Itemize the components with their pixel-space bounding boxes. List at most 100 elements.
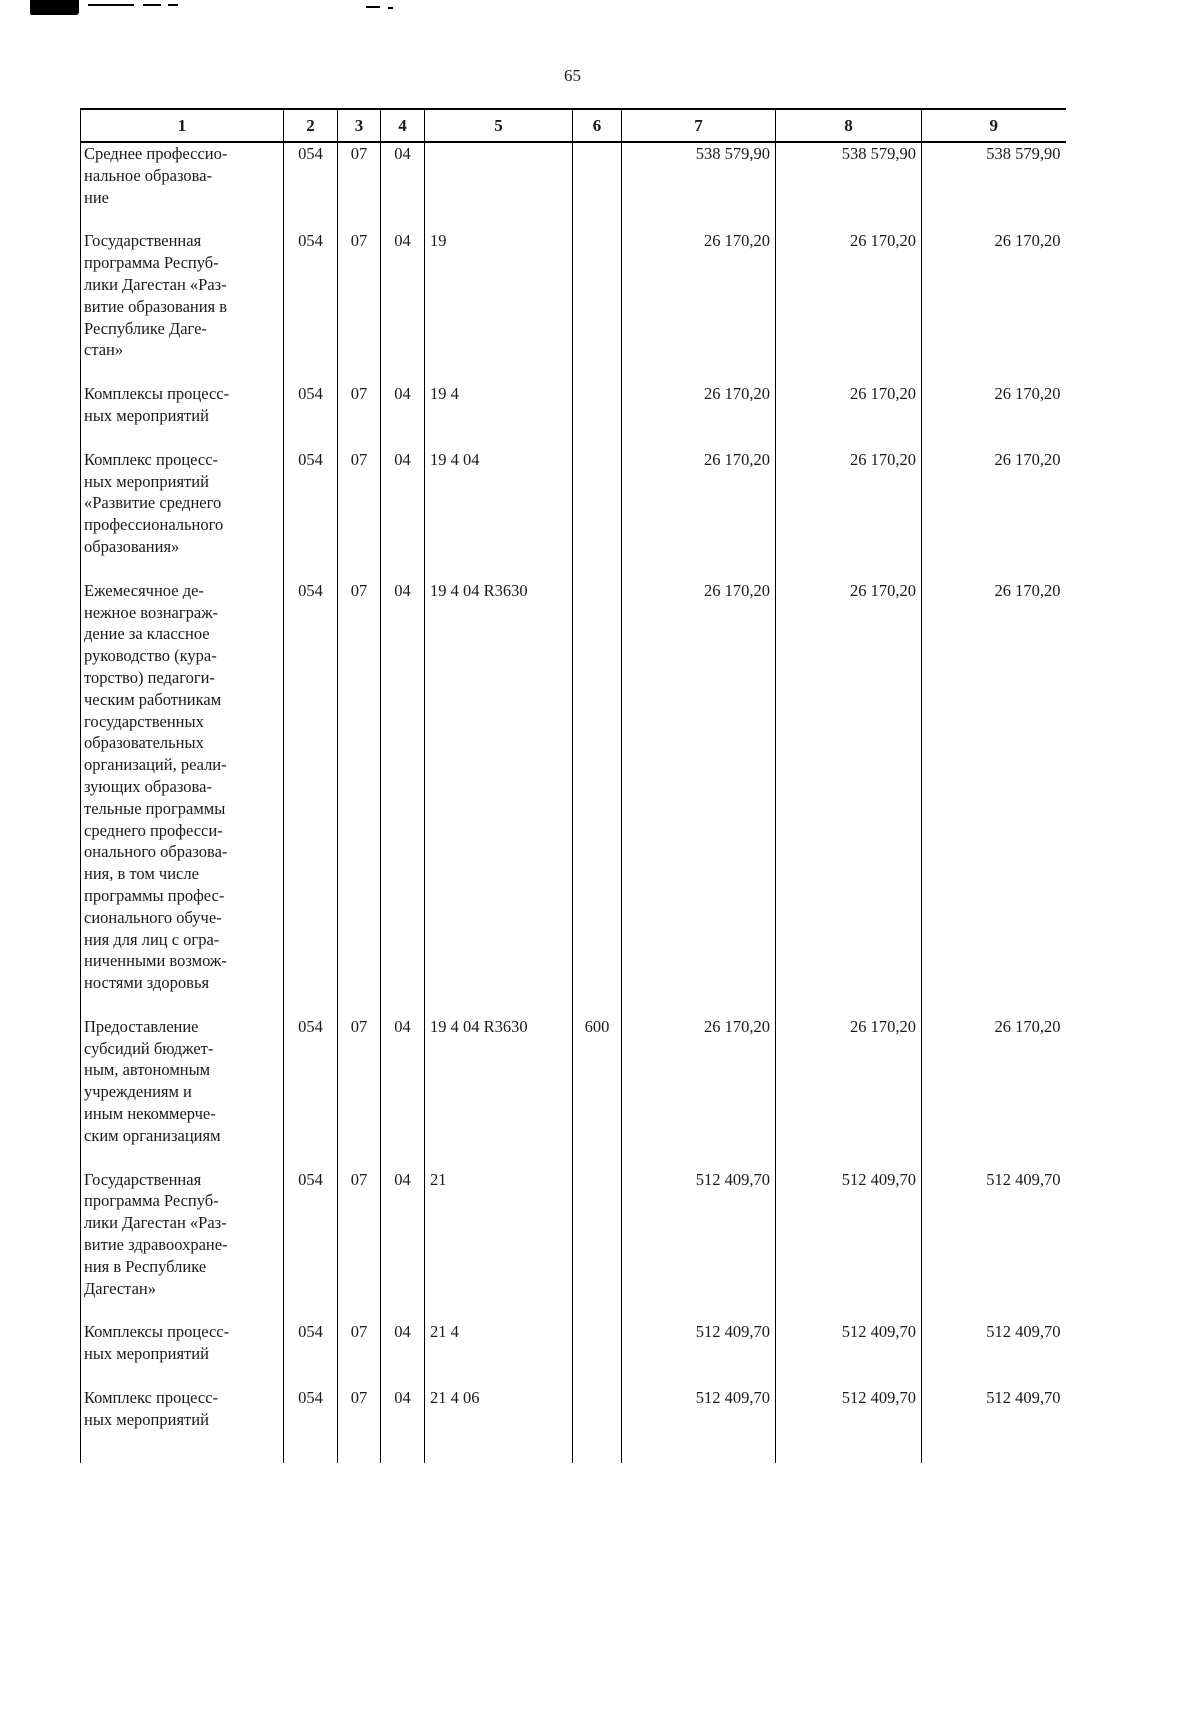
table-row: Среднее профессио- нальное образова- ние… <box>80 142 1066 231</box>
cell-expense-type-code <box>572 383 622 449</box>
cell-target-article-code: 21 4 06 <box>424 1387 573 1463</box>
column-header: 9 <box>921 108 1066 143</box>
table-row: Комплекс процесс- ных мероприятий «Разви… <box>80 448 1066 580</box>
cell-amount: 512 409,70 <box>775 1168 922 1322</box>
cell-name: Государственная программа Респуб- лики Д… <box>80 230 284 384</box>
cell-expense-type-code <box>572 230 622 384</box>
table-row: Комплексы процесс- ных мероприятий 054 07 0… <box>80 383 1066 449</box>
scan-artifact-dash <box>388 7 393 9</box>
cell-subsection-code: 04 <box>380 383 425 449</box>
table-row: Ежемесячное де- нежное вознаграж- дение … <box>80 579 1066 1016</box>
cell-section-code: 07 <box>337 1168 381 1322</box>
column-header: 4 <box>380 108 425 143</box>
cell-name: Комплексы процесс- ных мероприятий <box>80 1321 284 1388</box>
cell-target-article-code: 21 <box>424 1168 573 1322</box>
scan-artifact-corner <box>30 0 79 15</box>
cell-subsection-code: 04 <box>380 579 425 1016</box>
cell-name: Комплекс процесс- ных мероприятий <box>80 1387 284 1463</box>
cell-subsection-code: 04 <box>380 1015 425 1169</box>
column-header: 5 <box>424 108 573 143</box>
cell-section-code: 07 <box>337 142 381 231</box>
cell-subsection-code: 04 <box>380 448 425 580</box>
cell-target-article-code: 19 4 04 R3630 <box>424 1015 573 1169</box>
cell-subsection-code: 04 <box>380 1387 425 1463</box>
cell-amount: 512 409,70 <box>775 1387 922 1463</box>
table-row: Комплекс процесс- ных мероприятий 054 07 04… <box>80 1387 1066 1463</box>
cell-target-article-code: 19 <box>424 230 573 384</box>
cell-grbs-code: 054 <box>283 579 338 1016</box>
cell-amount: 26 170,20 <box>621 448 776 580</box>
cell-section-code: 07 <box>337 579 381 1016</box>
cell-grbs-code: 054 <box>283 383 338 449</box>
cell-amount: 538 579,90 <box>621 142 776 231</box>
cell-section-code: 07 <box>337 448 381 580</box>
cell-name: Ежемесячное де- нежное вознаграж- дение … <box>80 579 284 1016</box>
cell-amount: 512 409,70 <box>621 1387 776 1463</box>
cell-subsection-code: 04 <box>380 230 425 384</box>
cell-target-article-code: 19 4 04 R3630 <box>424 579 573 1016</box>
cell-amount: 512 409,70 <box>921 1321 1066 1388</box>
cell-section-code: 07 <box>337 1015 381 1169</box>
table-row: Комплексы процесс- ных мероприятий 054 07 0… <box>80 1321 1066 1388</box>
cell-grbs-code: 054 <box>283 142 338 231</box>
cell-name: Государственная программа Респуб- лики Д… <box>80 1168 284 1322</box>
cell-target-article-code: 19 4 04 <box>424 448 573 580</box>
cell-expense-type-code <box>572 1387 622 1463</box>
cell-target-article-code: 19 4 <box>424 383 573 449</box>
cell-grbs-code: 054 <box>283 1015 338 1169</box>
cell-expense-type-code <box>572 579 622 1016</box>
cell-name: Предоставление субсидий бюджет- ным, авт… <box>80 1015 284 1169</box>
cell-section-code: 07 <box>337 1321 381 1388</box>
table-row: Государственная программа Респуб- лики Д… <box>80 230 1066 384</box>
column-header: 6 <box>572 108 622 143</box>
cell-amount: 26 170,20 <box>921 383 1066 449</box>
cell-amount: 512 409,70 <box>921 1168 1066 1322</box>
cell-name: Комплекс процесс- ных мероприятий «Разви… <box>80 448 284 580</box>
cell-amount: 26 170,20 <box>921 230 1066 384</box>
column-header: 1 <box>80 108 284 143</box>
cell-expense-type-code <box>572 142 622 231</box>
cell-amount: 26 170,20 <box>775 1015 922 1169</box>
cell-name: Комплексы процесс- ных мероприятий <box>80 383 284 449</box>
cell-expense-type-code: 600 <box>572 1015 622 1169</box>
cell-amount: 26 170,20 <box>775 383 922 449</box>
cell-subsection-code: 04 <box>380 142 425 231</box>
cell-amount: 26 170,20 <box>621 230 776 384</box>
column-header: 8 <box>775 108 922 143</box>
cell-amount: 26 170,20 <box>775 230 922 384</box>
scan-artifact-dash <box>143 4 161 6</box>
column-header: 7 <box>621 108 776 143</box>
scan-artifact-dash <box>168 4 178 6</box>
scan-artifact-dash <box>366 6 380 8</box>
cell-expense-type-code <box>572 1321 622 1388</box>
cell-expense-type-code <box>572 1168 622 1322</box>
cell-amount: 512 409,70 <box>775 1321 922 1388</box>
cell-amount: 26 170,20 <box>775 579 922 1016</box>
cell-expense-type-code <box>572 448 622 580</box>
cell-amount: 512 409,70 <box>621 1321 776 1388</box>
cell-subsection-code: 04 <box>380 1168 425 1322</box>
cell-amount: 512 409,70 <box>921 1387 1066 1463</box>
table-body: Среднее профессио- нальное образова- ние… <box>80 142 1066 1463</box>
table-row: Предоставление субсидий бюджет- ным, авт… <box>80 1015 1066 1169</box>
cell-section-code: 07 <box>337 383 381 449</box>
cell-amount: 26 170,20 <box>921 448 1066 580</box>
page-number: 65 <box>564 66 581 85</box>
cell-target-article-code: 21 4 <box>424 1321 573 1388</box>
cell-amount: 26 170,20 <box>621 1015 776 1169</box>
cell-target-article-code <box>424 142 573 231</box>
cell-grbs-code: 054 <box>283 1168 338 1322</box>
cell-grbs-code: 054 <box>283 1387 338 1463</box>
cell-amount: 538 579,90 <box>921 142 1066 231</box>
cell-grbs-code: 054 <box>283 448 338 580</box>
table-row: Государственная программа Респуб- лики Д… <box>80 1168 1066 1322</box>
cell-section-code: 07 <box>337 1387 381 1463</box>
cell-amount: 26 170,20 <box>621 579 776 1016</box>
column-header: 2 <box>283 108 338 143</box>
cell-grbs-code: 054 <box>283 1321 338 1388</box>
scan-artifact-dash <box>88 4 134 6</box>
cell-amount: 26 170,20 <box>921 1015 1066 1169</box>
column-header: 3 <box>337 108 381 143</box>
